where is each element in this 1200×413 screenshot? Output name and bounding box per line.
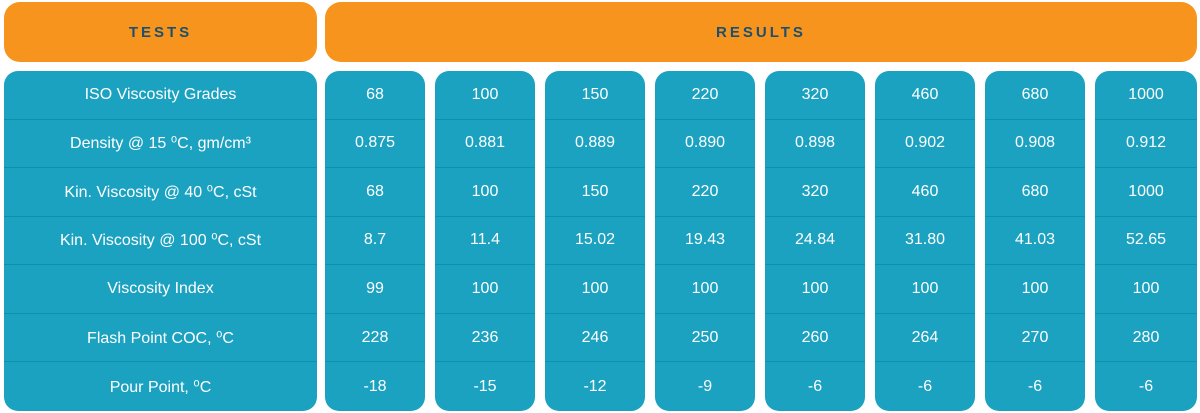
- value-cell: 100: [435, 265, 535, 314]
- value-cell: 1000: [1095, 168, 1197, 217]
- value-cell: 100: [545, 265, 645, 314]
- tests-header: TESTS: [4, 2, 317, 62]
- value-cell: 0.902: [875, 120, 975, 169]
- grade-column-68: 68 0.875 68 8.7 99 228 -18: [325, 71, 425, 411]
- value-cell: 680: [985, 168, 1085, 217]
- value-cell: 100: [435, 168, 535, 217]
- value-cell: 250: [655, 314, 755, 363]
- test-name: Flash Point COC, ⁰C: [4, 314, 317, 363]
- value-cell: 99: [325, 265, 425, 314]
- value-cell: 68: [325, 71, 425, 120]
- value-cell: 100: [1095, 265, 1197, 314]
- value-cell: 100: [875, 265, 975, 314]
- value-cell: 15.02: [545, 217, 645, 266]
- grade-column-1000: 1000 0.912 1000 52.65 100 280 -6: [1095, 71, 1197, 411]
- value-cell: 264: [875, 314, 975, 363]
- grade-column-320: 320 0.898 320 24.84 100 260 -6: [765, 71, 865, 411]
- test-name: Pour Point, ⁰C: [109, 378, 212, 396]
- value-cell: -6: [1138, 377, 1154, 395]
- value-cell: 100: [985, 265, 1085, 314]
- value-cell: -15: [473, 377, 497, 395]
- value-cell: 0.908: [985, 120, 1085, 169]
- value-cell: 0.881: [435, 120, 535, 169]
- value-cell: 228: [325, 314, 425, 363]
- test-name: Density @ 15 ⁰C, gm/cm³: [4, 120, 317, 169]
- value-cell: 260: [765, 314, 865, 363]
- grade-column-150: 150 0.889 150 15.02 100 246 -12: [545, 71, 645, 411]
- value-cell: 1000: [1095, 71, 1197, 120]
- value-cell: 320: [765, 71, 865, 120]
- value-cell: 0.898: [765, 120, 865, 169]
- tests-header-label: TESTS: [128, 23, 193, 41]
- value-cell: -6: [1027, 377, 1043, 395]
- value-cell: 100: [765, 265, 865, 314]
- value-cell: 19.43: [655, 217, 755, 266]
- grade-column-680: 680 0.908 680 41.03 100 270 -6: [985, 71, 1085, 411]
- value-cell: 0.890: [655, 120, 755, 169]
- value-cell: 100: [435, 71, 535, 120]
- value-cell: 41.03: [985, 217, 1085, 266]
- value-cell: 31.80: [875, 217, 975, 266]
- grade-column-220: 220 0.890 220 19.43 100 250 -9: [655, 71, 755, 411]
- value-cell: 24.84: [765, 217, 865, 266]
- value-cell: 52.65: [1095, 217, 1197, 266]
- value-cell: 460: [875, 168, 975, 217]
- value-cell: 270: [985, 314, 1085, 363]
- value-cell: -6: [807, 377, 823, 395]
- tests-column: ISO Viscosity Grades Density @ 15 ⁰C, gm…: [4, 71, 317, 411]
- value-cell: 236: [435, 314, 535, 363]
- value-cell: -18: [363, 377, 387, 395]
- value-cell: 220: [655, 71, 755, 120]
- test-name: Kin. Viscosity @ 40 ⁰C, cSt: [4, 168, 317, 217]
- grade-column-460: 460 0.902 460 31.80 100 264 -6: [875, 71, 975, 411]
- value-cell: 220: [655, 168, 755, 217]
- grade-column-100: 100 0.881 100 11.4 100 236 -15: [435, 71, 535, 411]
- test-name: Kin. Viscosity @ 100 ⁰C, cSt: [4, 217, 317, 266]
- value-cell: 0.912: [1095, 120, 1197, 169]
- results-header-label: RESULTS: [716, 23, 806, 41]
- value-cell: -6: [917, 377, 933, 395]
- value-cell: -9: [697, 377, 713, 395]
- value-cell: 150: [545, 71, 645, 120]
- value-cell: 280: [1095, 314, 1197, 363]
- value-cell: 100: [655, 265, 755, 314]
- value-cell: 680: [985, 71, 1085, 120]
- value-cell: 0.875: [325, 120, 425, 169]
- test-name: Viscosity Index: [4, 265, 317, 314]
- value-cell: -12: [583, 377, 607, 395]
- value-cell: 0.889: [545, 120, 645, 169]
- value-cell: 320: [765, 168, 865, 217]
- value-cell: 8.7: [325, 217, 425, 266]
- value-cell: 150: [545, 168, 645, 217]
- value-cell: 460: [875, 71, 975, 120]
- test-name: ISO Viscosity Grades: [4, 71, 317, 120]
- value-cell: 68: [325, 168, 425, 217]
- value-cell: 11.4: [435, 217, 535, 266]
- value-cell: 246: [545, 314, 645, 363]
- results-header: RESULTS: [325, 2, 1197, 62]
